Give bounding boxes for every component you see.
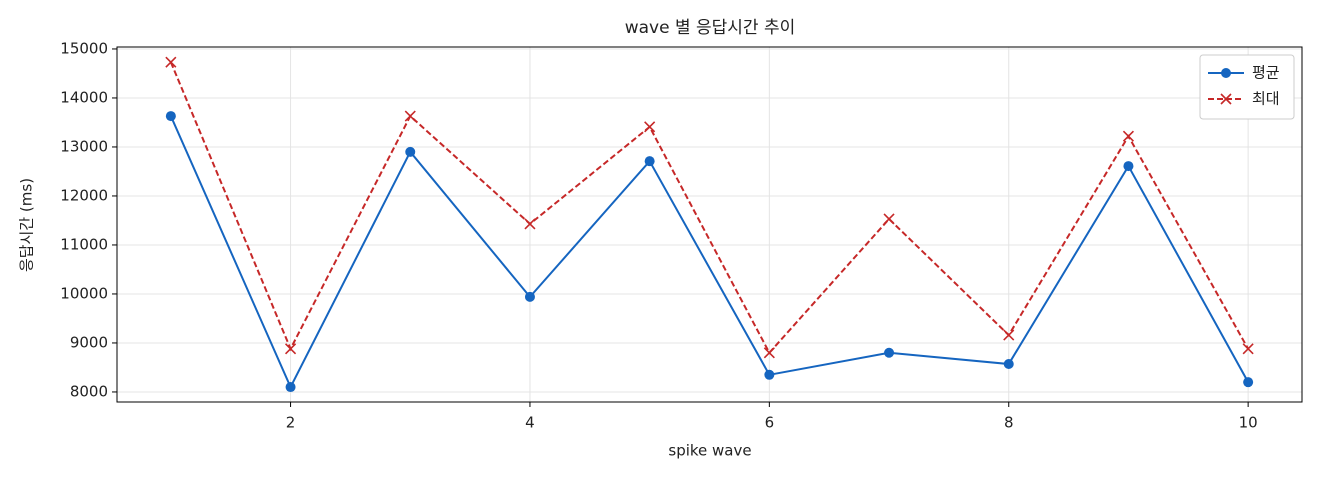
marker — [644, 156, 655, 167]
x-tick-label: 8 — [1004, 414, 1014, 432]
x-axis-label: spike wave — [668, 442, 751, 460]
marker — [404, 110, 416, 122]
y-tick-label: 11000 — [60, 235, 108, 253]
y-tick-label: 15000 — [60, 39, 108, 57]
y-tick-label: 10000 — [60, 284, 108, 302]
legend-marker — [1221, 68, 1231, 78]
y-tick-label: 8000 — [70, 382, 108, 400]
marker — [524, 218, 536, 230]
marker — [405, 146, 416, 157]
legend-box — [1199, 54, 1295, 120]
marker — [1243, 377, 1254, 388]
plot-frame — [116, 46, 1303, 403]
marker — [1003, 329, 1015, 341]
x-tick-label: 4 — [525, 414, 535, 432]
marker — [883, 213, 895, 225]
legend-marker — [1220, 93, 1232, 105]
line — [169, 115, 1250, 390]
y-axis-label: 응답시간 (ms) — [18, 178, 36, 272]
line — [169, 61, 1250, 355]
x-tick-label: 10 — [1239, 414, 1258, 432]
marker — [1003, 359, 1014, 370]
marker — [165, 111, 176, 122]
marker — [1122, 130, 1135, 142]
marker — [285, 382, 296, 393]
y-tick-label: 13000 — [60, 137, 108, 155]
legend-label: 최대 — [1252, 90, 1280, 108]
marker — [284, 343, 297, 355]
x-tick-label: 2 — [286, 414, 296, 432]
marker — [763, 347, 775, 359]
marker — [1123, 161, 1134, 172]
legend-label: 평균 — [1252, 64, 1280, 82]
x-tick-label: 6 — [765, 414, 775, 432]
marker — [165, 56, 177, 68]
marker — [764, 369, 775, 380]
marker — [644, 121, 656, 133]
y-tick-label: 12000 — [60, 186, 108, 204]
y-tick-label: 14000 — [60, 88, 108, 106]
marker — [524, 291, 535, 302]
chart-title: wave 별 응답시간 추이 — [625, 18, 796, 38]
marker — [884, 347, 895, 358]
y-tick-label: 9000 — [70, 333, 108, 351]
marker — [1242, 343, 1254, 355]
